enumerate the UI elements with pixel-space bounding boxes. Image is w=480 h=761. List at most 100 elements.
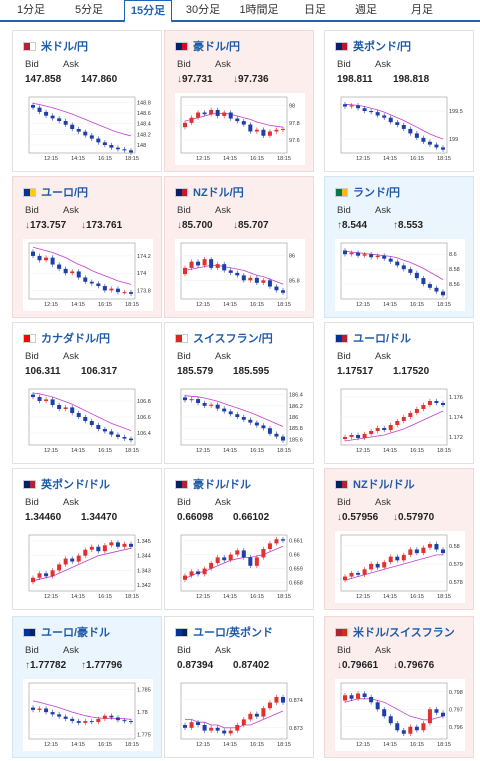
candle-down <box>369 111 374 113</box>
pair-name[interactable]: ユーロ/円 <box>41 187 89 199</box>
candle-down <box>76 721 81 723</box>
rate-card[interactable]: NZドル/ドル Bid Ask ↓0.57956 ↓0.57970 0.58 0.579 0.… <box>324 468 474 610</box>
pair-header[interactable]: ユーロ/ドル <box>335 331 411 345</box>
mini-chart[interactable]: 174.2 174 173.8 12:15 14:15 16:15 18:15 <box>23 239 153 311</box>
mini-chart[interactable]: 148.8 148.6 148.4 148.2 148 12:15 14:15 16:15 18… <box>23 93 153 165</box>
mini-chart[interactable]: 186.4 186.2 186 185.8 185.6 12:15 14:15 16:15 18… <box>175 385 305 457</box>
candle-up <box>235 725 240 731</box>
mini-chart[interactable]: 1.176 1.174 1.172 12:15 14:15 16:15 18:15 <box>335 385 465 457</box>
candle-down <box>441 549 445 554</box>
pair-name[interactable]: 英ポンド/ドル <box>41 479 111 491</box>
candle-up <box>31 577 35 583</box>
rate-card[interactable]: NZドル/円 Bid Ask ↓85.700 ↓85.707 86 85.8 12:15 14:… <box>164 176 314 318</box>
pair-header[interactable]: 豪ドル/ドル <box>175 477 251 491</box>
bid-label: Bid <box>337 497 351 508</box>
pair-header[interactable]: 英ポンド/円 <box>335 39 411 53</box>
rate-card[interactable]: 英ポンド/ドル Bid Ask 1.34460 1.34470 1.345 1.344 1.3… <box>12 468 162 610</box>
rate-card[interactable]: カナダドル/円 Bid Ask 106.311 106.317 106.8 106.6 106… <box>12 322 162 464</box>
pair-name[interactable]: 米ドル/スイスフラン <box>353 627 455 639</box>
tab-日足[interactable]: 日足 <box>304 4 326 16</box>
mini-chart[interactable]: 98 97.8 97.6 12:15 14:15 16:15 18:15 <box>175 93 305 165</box>
rate-card[interactable]: ユーロ/英ポンド Bid Ask 0.87394 0.87402 0.874 0.873 12… <box>164 616 314 758</box>
candlestick-chart: 0.798 0.797 0.796 12:15 14:15 16:15 18:15 <box>340 682 463 748</box>
mini-chart[interactable]: 86 85.8 12:15 14:15 16:15 18:15 <box>175 239 305 311</box>
bid-value: 147.858 <box>25 74 81 85</box>
candle-down <box>109 431 114 435</box>
candle-down <box>83 277 88 282</box>
pair-name[interactable]: 米ドル/円 <box>41 41 89 53</box>
y-tick-label: 186 <box>289 415 298 421</box>
pair-name[interactable]: ランド/円 <box>353 187 401 199</box>
pair-name[interactable]: NZドル/ドル <box>353 479 415 491</box>
pair-header[interactable]: NZドル/ドル <box>335 477 415 491</box>
pair-header[interactable]: ユーロ/英ポンド <box>175 625 273 639</box>
candle-down <box>122 437 127 439</box>
rate-card[interactable]: 米ドル/スイスフラン Bid Ask ↓0.79661 ↓0.79676 0.798 0.7… <box>324 616 474 758</box>
tab-1時間足[interactable]: 1時間足 <box>239 4 279 16</box>
mini-chart[interactable]: 0.661 0.66 0.659 0.658 12:15 14:15 16:15 18:15 <box>175 531 305 603</box>
pair-header[interactable]: 米ドル/円 <box>23 39 88 53</box>
bid-ask-labels: Bid Ask <box>25 645 101 656</box>
bid-label: Bid <box>25 59 39 70</box>
candle-up <box>369 431 374 434</box>
y-tick-label: 173.8 <box>137 288 151 294</box>
pair-name[interactable]: 豪ドル/円 <box>193 41 241 53</box>
candlestick-chart: 8.6 8.58 8.56 12:15 14:15 16:15 18:15 <box>340 242 460 308</box>
x-tick-label: 14:15 <box>71 156 85 162</box>
bid-label: Bid <box>25 205 39 216</box>
rate-card[interactable]: 豪ドル/円 Bid Ask ↓97.731 ↓97.736 98 97.8 97.6 12:15… <box>164 30 314 172</box>
tab-月足[interactable]: 月足 <box>411 4 433 16</box>
mini-chart[interactable]: 0.874 0.873 12:15 14:15 16:15 18:15 <box>175 679 305 751</box>
pair-name[interactable]: NZドル/円 <box>193 187 244 199</box>
candle-down <box>274 286 279 291</box>
mini-chart[interactable]: 0.798 0.797 0.796 12:15 14:15 16:15 18:15 <box>335 679 465 751</box>
pair-header[interactable]: 英ポンド/ドル <box>23 477 110 491</box>
bid-price: 106.311 <box>25 366 61 377</box>
rate-card[interactable]: ユーロ/豪ドル Bid Ask ↑1.77782 ↑1.77796 1.785 1.78 1.… <box>12 616 162 758</box>
pair-header[interactable]: 米ドル/スイスフラン <box>335 625 455 639</box>
pair-name[interactable]: カナダドル/円 <box>41 333 111 345</box>
pair-name[interactable]: スイスフラン/円 <box>193 333 273 345</box>
tab-週足[interactable]: 週足 <box>355 4 377 16</box>
pair-header[interactable]: ランド/円 <box>335 185 400 199</box>
mini-chart[interactable]: 199.5 199 12:15 14:15 16:15 18:15 <box>335 93 465 165</box>
mini-chart[interactable]: 1.785 1.78 1.775 12:15 14:15 16:15 18:15 <box>23 679 153 751</box>
rate-card[interactable]: ランド/円 Bid Ask ↑8.544 ↑8.553 8.6 8.58 8.56 12:15 1… <box>324 176 474 318</box>
candle-down <box>382 709 387 717</box>
rate-card[interactable]: 豪ドル/ドル Bid Ask 0.66098 0.66102 0.661 0.66 0.659… <box>164 468 314 610</box>
x-tick-label: 18:15 <box>437 594 451 600</box>
mini-chart[interactable]: 0.58 0.579 0.578 12:15 14:15 16:15 18:15 <box>335 531 465 603</box>
bid-ask-labels: Bid Ask <box>177 351 253 362</box>
candle-down <box>434 709 439 713</box>
bid-ask-values: 106.311 106.317 <box>25 366 137 377</box>
tab-1分足[interactable]: 1分足 <box>16 4 46 16</box>
rate-card[interactable]: ユーロ/ドル Bid Ask 1.17517 1.17520 1.176 1.174 1.17… <box>324 322 474 464</box>
mini-chart[interactable]: 1.345 1.344 1.343 1.342 12:15 14:15 16:15 18:15 <box>23 531 153 603</box>
pair-header[interactable]: カナダドル/円 <box>23 331 110 345</box>
tab-5分足[interactable]: 5分足 <box>74 4 104 16</box>
pair-name[interactable]: ユーロ/英ポンド <box>193 627 274 639</box>
mini-chart[interactable]: 8.6 8.58 8.56 12:15 14:15 16:15 18:15 <box>335 239 465 311</box>
flag-icon <box>23 187 36 197</box>
rate-card[interactable]: ユーロ/円 Bid Ask ↓173.757 ↓173.761 174.2 174 173.8… <box>12 176 162 318</box>
pair-header[interactable]: ユーロ/円 <box>23 185 88 199</box>
pair-header[interactable]: NZドル/円 <box>175 185 244 199</box>
mini-chart[interactable]: 106.8 106.6 106.4 12:15 14:15 16:15 18:15 <box>23 385 153 457</box>
candle-down <box>215 727 220 731</box>
bid-ask-values: 147.858 147.860 <box>25 74 137 85</box>
pair-name[interactable]: 豪ドル/ドル <box>193 479 252 491</box>
candle-down <box>254 713 259 717</box>
pair-header[interactable]: 豪ドル/円 <box>175 39 240 53</box>
pair-name[interactable]: ユーロ/ドル <box>353 333 412 345</box>
tab-15分足[interactable]: 15分足 <box>124 0 172 23</box>
candlestick-chart: 199.5 199 12:15 14:15 16:15 18:15 <box>340 96 463 162</box>
tab-30分足[interactable]: 30分足 <box>185 4 221 16</box>
pair-header[interactable]: ユーロ/豪ドル <box>23 625 110 639</box>
pair-name[interactable]: 英ポンド/円 <box>353 41 412 53</box>
pair-header[interactable]: スイスフラン/円 <box>175 331 273 345</box>
pair-name[interactable]: ユーロ/豪ドル <box>41 627 111 639</box>
rate-card[interactable]: 英ポンド/円 Bid Ask 198.811 198.818 199.5 199 12:15 1… <box>324 30 474 172</box>
bid-price: 0.87394 <box>177 660 214 671</box>
rate-card[interactable]: スイスフラン/円 Bid Ask 185.579 185.595 186.4 186.2 18… <box>164 322 314 464</box>
rate-card[interactable]: 米ドル/円 Bid Ask 147.858 147.860 148.8 148.6 148.4… <box>12 30 162 172</box>
